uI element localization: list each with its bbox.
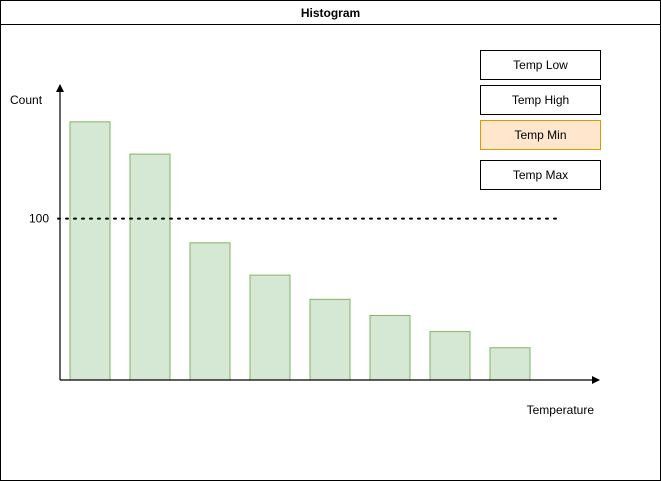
histogram-bar xyxy=(489,347,531,381)
legend-temp-min[interactable]: Temp Min xyxy=(480,120,601,150)
legend-temp-low-label: Temp Low xyxy=(513,58,568,72)
histogram-bar xyxy=(369,314,411,381)
legend-temp-max-label: Temp Max xyxy=(512,168,569,182)
chart-title: Histogram xyxy=(1,1,660,25)
legend-temp-min-label: Temp Min xyxy=(514,128,567,142)
y-tick-label: 100 xyxy=(29,212,49,226)
legend-temp-high[interactable]: Temp High xyxy=(480,85,601,115)
histogram-bar xyxy=(429,331,471,381)
legend-temp-max[interactable]: Temp Max xyxy=(480,160,601,190)
histogram-bar xyxy=(189,242,231,381)
histogram-bar xyxy=(129,153,171,381)
histogram-bar xyxy=(249,274,291,381)
x-axis-label: Temperature xyxy=(527,403,595,417)
y-axis-label: Count xyxy=(10,93,43,107)
histogram-bar xyxy=(69,121,111,381)
legend-temp-low[interactable]: Temp Low xyxy=(480,50,601,80)
legend-temp-high-label: Temp High xyxy=(511,93,570,107)
histogram-bar xyxy=(309,298,351,381)
